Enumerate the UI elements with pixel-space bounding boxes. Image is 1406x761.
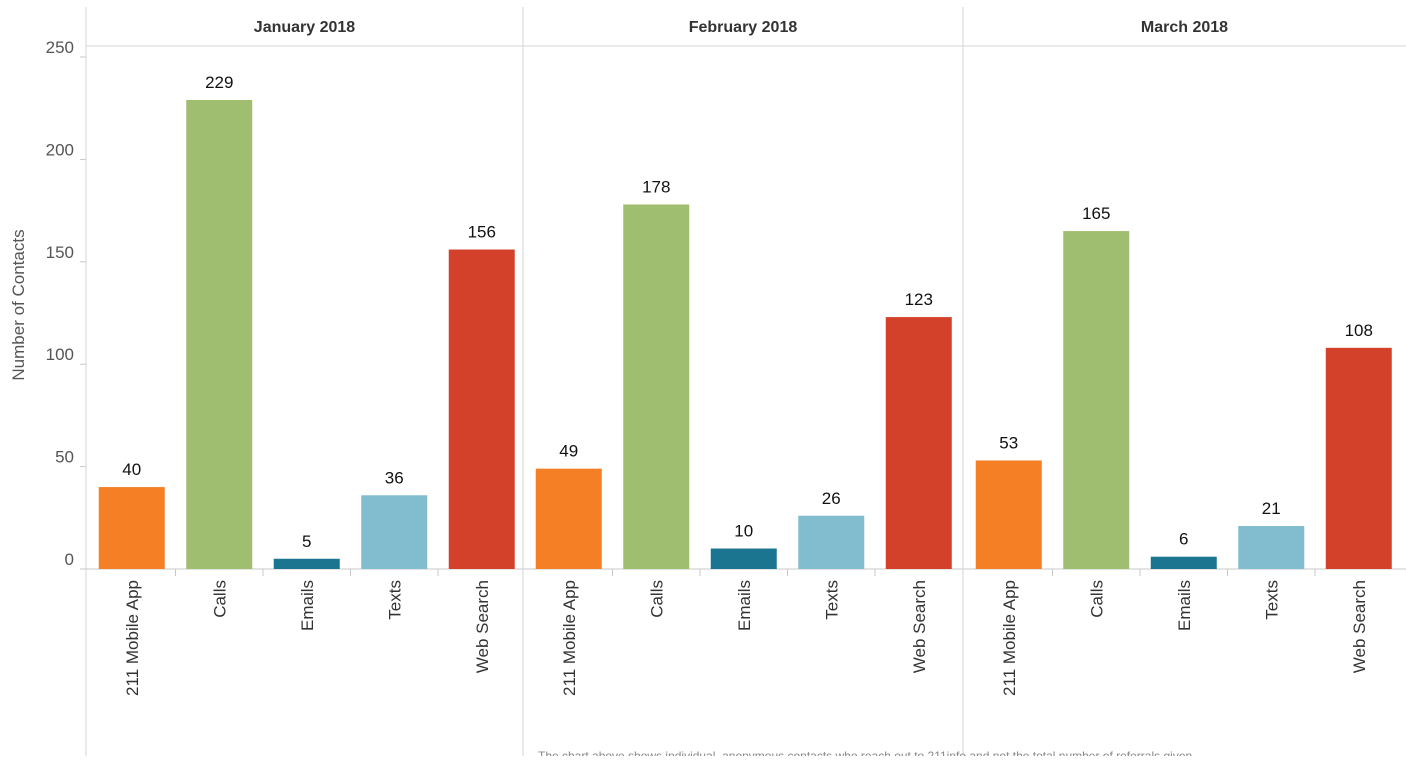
data-label: 178 <box>642 177 670 196</box>
y-tick-label: 100 <box>46 345 74 364</box>
x-category-label: Web Search <box>473 580 492 673</box>
panel-header: February 2018 <box>689 19 798 36</box>
x-category-label: Emails <box>298 580 317 631</box>
y-axis-title: Number of Contacts <box>9 229 28 380</box>
data-label: 10 <box>734 522 753 541</box>
bar <box>535 468 602 569</box>
data-label: 6 <box>1179 530 1188 549</box>
bar <box>885 317 952 569</box>
y-tick-label: 200 <box>46 140 74 159</box>
data-label: 49 <box>559 442 578 461</box>
x-category-label: 211 Mobile App <box>560 580 579 696</box>
x-category-label: Texts <box>822 580 841 620</box>
data-label: 36 <box>385 468 404 487</box>
data-label: 40 <box>122 460 141 479</box>
x-category-label: Texts <box>385 580 404 620</box>
x-category-label: Web Search <box>1350 580 1369 673</box>
data-label: 123 <box>905 290 933 309</box>
bar <box>186 100 253 570</box>
x-category-label: Calls <box>1087 580 1106 618</box>
bar <box>273 558 340 569</box>
data-label: 26 <box>822 489 841 508</box>
bar <box>98 487 165 569</box>
y-tick-label: 0 <box>65 550 74 569</box>
x-category-label: Emails <box>1175 580 1194 631</box>
x-category-label: Calls <box>647 580 666 618</box>
data-label: 156 <box>468 223 496 242</box>
data-label: 53 <box>999 433 1018 452</box>
bar <box>623 204 690 569</box>
y-tick-label: 50 <box>55 448 74 467</box>
bar <box>710 548 777 569</box>
bar <box>1150 556 1217 569</box>
x-category-label: Calls <box>210 580 229 618</box>
bar <box>975 460 1042 569</box>
bar <box>1063 231 1130 569</box>
x-category-label: Emails <box>735 580 754 631</box>
y-tick-label: 150 <box>46 243 74 262</box>
data-label: 108 <box>1345 321 1373 340</box>
bar <box>1325 347 1392 569</box>
bar <box>1238 525 1305 569</box>
x-category-label: Web Search <box>910 580 929 673</box>
x-category-label: Texts <box>1262 580 1281 620</box>
data-label: 21 <box>1262 499 1281 518</box>
bar <box>798 515 865 569</box>
bar <box>361 495 428 569</box>
x-category-label: 211 Mobile App <box>1000 580 1019 696</box>
data-label: 5 <box>302 532 311 551</box>
panel-header: January 2018 <box>254 19 356 36</box>
footnote: The chart above shows individual, anonym… <box>538 749 1196 756</box>
bar <box>448 249 515 569</box>
y-tick-label: 250 <box>46 38 74 57</box>
data-label: 165 <box>1082 204 1110 223</box>
panel-header: March 2018 <box>1141 19 1228 36</box>
data-label: 229 <box>205 73 233 92</box>
x-category-label: 211 Mobile App <box>123 580 142 696</box>
